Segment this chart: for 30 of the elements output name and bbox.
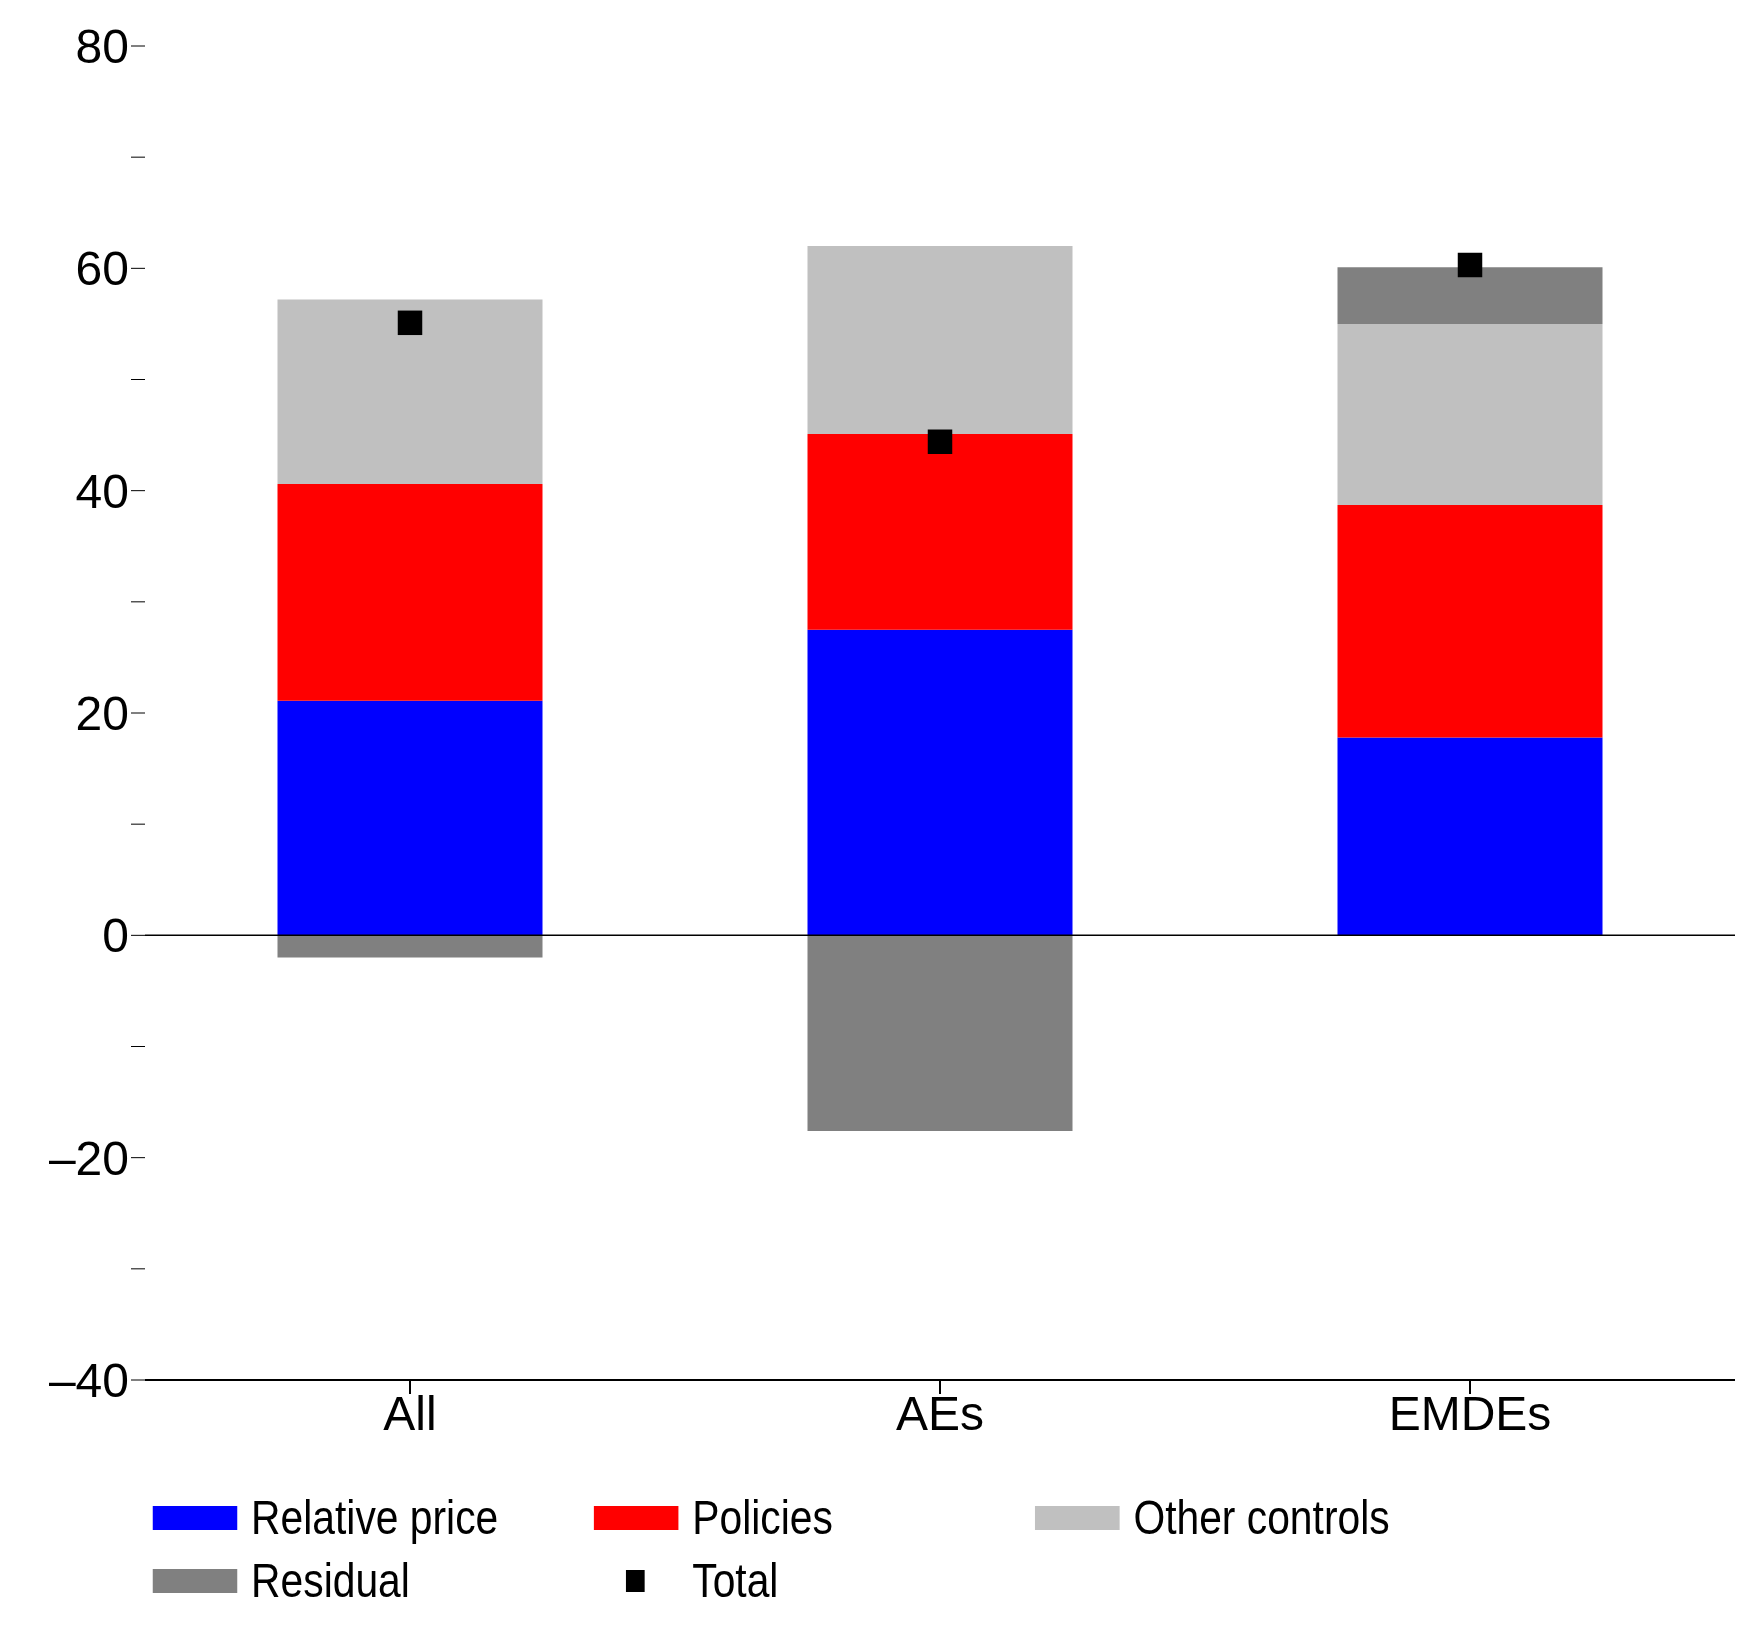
bar [807,935,1073,1131]
bar [277,700,543,936]
x-tick-label: AEs [895,1387,985,1441]
bar [1337,267,1603,324]
point [1457,252,1483,278]
legend-label: Other controls [1133,1490,1390,1545]
bar [807,629,1073,936]
bar [807,433,1073,630]
y-tick-label: 40 [75,464,129,518]
point [397,310,423,336]
y-tick-label: –40 [48,1354,129,1408]
x-tick-label: All [383,1387,437,1441]
bar [1337,505,1603,738]
bar [277,935,543,958]
y-tick-label: –20 [48,1131,129,1185]
legend-label: Residual [251,1553,410,1608]
y-tick-label: 20 [75,687,129,741]
bar [277,484,543,701]
legend-label: Policies [692,1490,833,1545]
y-tick-label: 60 [75,242,129,296]
y-tick-label: 0 [102,909,129,963]
bar [1337,323,1603,506]
bar [807,246,1073,434]
legend-label: Relative price [251,1490,499,1545]
legend-label: Total [692,1553,779,1608]
y-tick-label: 80 [75,20,129,74]
point [927,429,953,454]
bar [1337,737,1603,936]
x-tick-label: EMDEs [1388,1387,1552,1441]
bar [277,299,543,484]
